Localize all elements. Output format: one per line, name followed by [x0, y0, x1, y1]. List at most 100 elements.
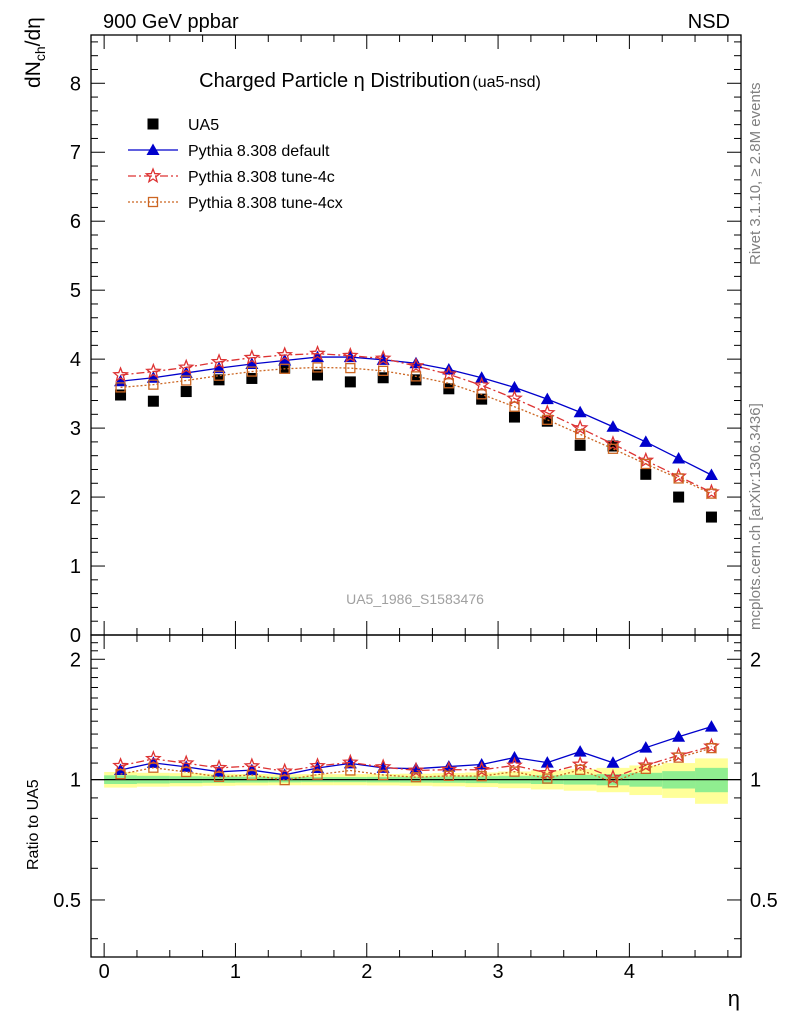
data-point	[309, 344, 326, 361]
ratio-y-tick-label: 1	[70, 770, 81, 792]
ratio-data-point	[573, 745, 587, 757]
ratio-data-point	[672, 730, 686, 742]
data-point	[476, 389, 487, 400]
ratio-data-point	[145, 750, 162, 766]
legend-label: Pythia 8.308 default	[188, 143, 330, 160]
ratio-data-point	[443, 770, 454, 781]
data-point	[639, 435, 653, 447]
data-point	[542, 414, 553, 425]
data-point	[507, 380, 521, 393]
ratio-data-point	[115, 768, 126, 780]
header-left: 900 GeV ppbar	[103, 11, 239, 33]
main-y-tick-label: 1	[70, 556, 81, 578]
ratio-data-point	[181, 766, 192, 778]
ratio-data-point	[378, 769, 389, 781]
data-point	[640, 468, 652, 480]
ratio-data-point	[473, 761, 491, 777]
main-y-tick-label: 4	[70, 349, 81, 371]
data-point	[378, 365, 389, 377]
x-tick-label: 1	[230, 961, 241, 983]
main-y-tick-label: 6	[70, 211, 81, 233]
ratio-data-point	[213, 771, 225, 783]
main-y-tick-label: 8	[70, 73, 81, 95]
x-tick-label: 3	[493, 961, 504, 983]
data-point	[443, 378, 454, 389]
data-point	[410, 374, 422, 386]
ratio-tick-labels: 0 1 2 3 4 0.5 0.5 1 1 2 2	[53, 649, 778, 983]
data-point	[148, 379, 159, 390]
data-point	[276, 346, 294, 363]
data-point	[706, 488, 717, 499]
data-point	[115, 389, 127, 401]
data-point	[673, 473, 684, 484]
ratio-data-point	[276, 762, 294, 779]
data-point	[506, 389, 523, 406]
ratio-data-point	[640, 763, 651, 774]
data-point	[573, 405, 587, 418]
analysis-id-label: UA5_1986_S1583476	[346, 591, 484, 607]
ratio-data-point	[177, 754, 195, 771]
ratio-axis-ticks	[91, 635, 741, 957]
data-point	[377, 372, 389, 384]
data-point	[112, 366, 129, 383]
ratio-data-point	[246, 769, 258, 781]
ratio-data-point	[637, 756, 655, 773]
data-point	[509, 401, 520, 412]
ratio-data-point	[312, 769, 323, 780]
ratio-data-point	[407, 761, 425, 778]
data-point	[177, 358, 195, 375]
ratio-data-point	[440, 760, 458, 777]
data-point	[180, 386, 192, 398]
main-y-tick-label: 3	[70, 418, 81, 440]
main-tick-labels: 0 1 2 3 4 5 6 7 8	[70, 73, 81, 647]
data-point	[210, 353, 228, 370]
ratio-data-point	[704, 720, 718, 732]
data-point	[179, 366, 193, 378]
ratio-data-point	[279, 774, 290, 786]
legend-label: UA5	[188, 117, 219, 134]
data-point	[640, 458, 651, 470]
data-point	[607, 440, 619, 452]
data-point	[673, 491, 685, 503]
ratio-y-axis-label: Ratio to UA5	[25, 779, 42, 870]
data-point	[145, 362, 162, 379]
data-point	[574, 439, 586, 451]
data-point	[607, 443, 619, 454]
mcplots-label: mcplots.cern.ch [arXiv:1306.3436]	[747, 403, 764, 630]
data-point	[243, 348, 261, 365]
data-point	[508, 411, 520, 423]
ratio-data-point	[476, 771, 487, 782]
data-point	[443, 383, 455, 395]
main-panel: 0 1 2 3 4 5 6 7 8 Charged Particle η Distributio…	[22, 17, 742, 647]
legend-entry: UA5	[147, 117, 219, 134]
data-point	[279, 363, 290, 374]
data-point	[246, 372, 258, 384]
ratio-data-point	[309, 757, 326, 774]
main-y-tick-label: 7	[70, 142, 81, 164]
data-point	[341, 346, 359, 363]
legend-label: Pythia 8.308 tune-4c	[188, 169, 335, 186]
main-axis-ticks	[91, 35, 741, 636]
series-1	[114, 350, 718, 480]
legend: UA5 Pythia 8.308 default Pythia 8.308 tune…	[128, 117, 343, 212]
data-point	[147, 395, 159, 407]
data-point	[606, 420, 620, 432]
data-point	[705, 511, 717, 523]
ratio-data-point	[442, 760, 456, 772]
header-right: NSD	[688, 11, 730, 33]
ratio-data-point	[345, 765, 356, 776]
data-point	[540, 392, 554, 405]
ratio-data-point	[509, 766, 520, 777]
main-y-axis-label: dNch/dη	[22, 17, 48, 88]
main-y-tick-label: 5	[70, 280, 81, 302]
ratio-data-point	[706, 742, 717, 754]
main-title: Charged Particle η Distribution (ua5-nsd)	[199, 70, 541, 92]
series-2	[112, 344, 720, 500]
series-line	[120, 352, 712, 493]
data-point	[541, 415, 553, 427]
series-3	[115, 362, 717, 499]
ratio-y-tick-label: 0.5	[53, 890, 81, 912]
x-axis-label: η	[728, 986, 740, 1011]
ratio-data-point	[410, 772, 422, 783]
